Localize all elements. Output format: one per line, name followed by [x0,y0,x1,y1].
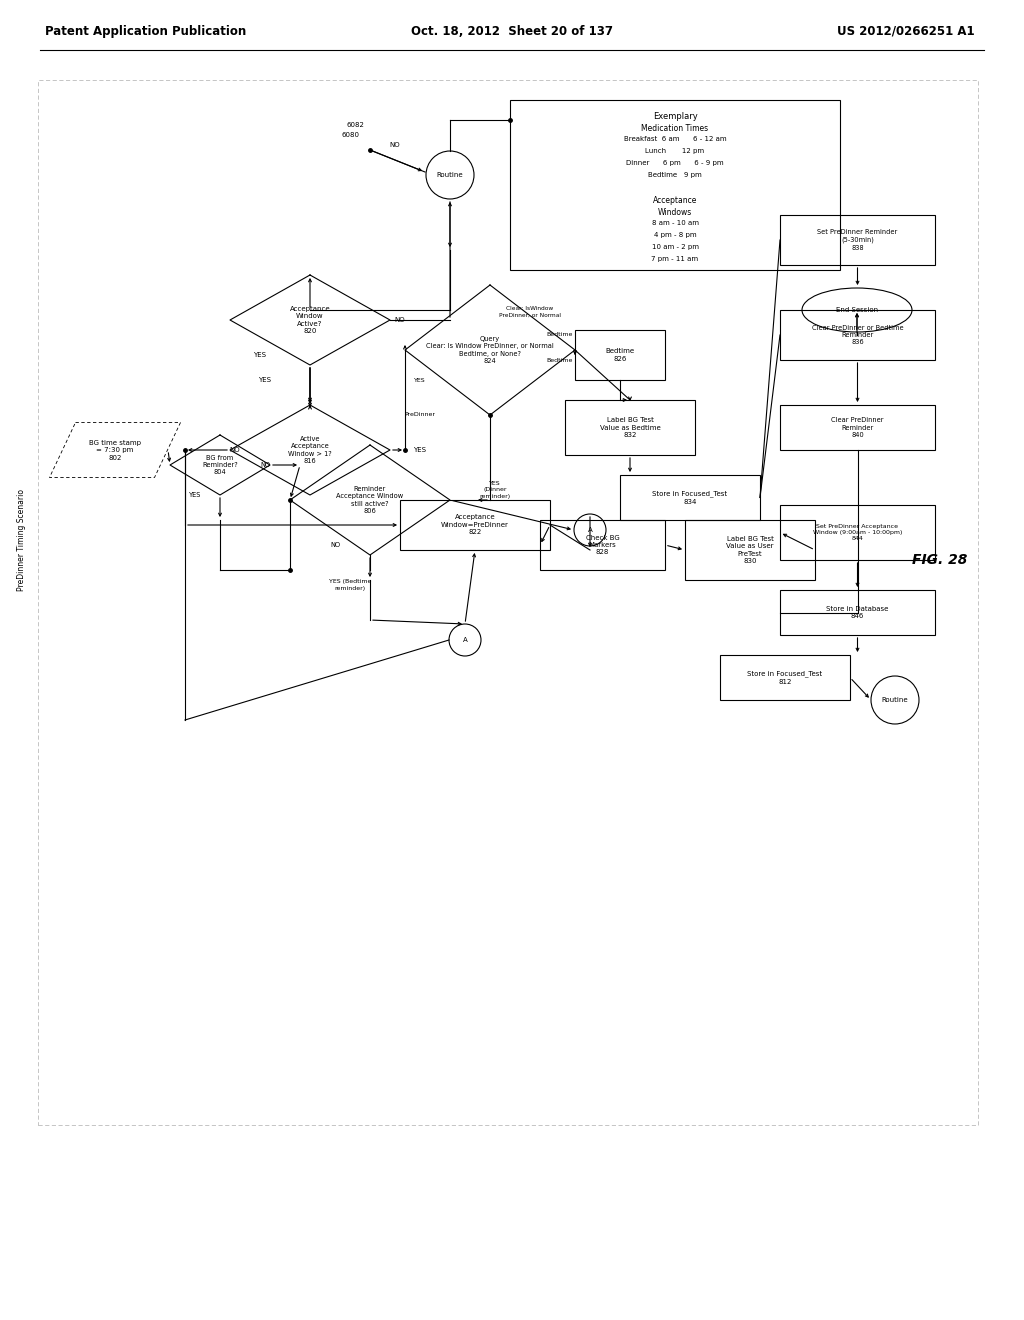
Text: PreDinner: PreDinner [404,412,435,417]
Text: 6080: 6080 [341,132,359,139]
Text: Breakfast  6 am      6 - 12 am: Breakfast 6 am 6 - 12 am [624,136,726,143]
Text: Check BG
Markers
828: Check BG Markers 828 [586,535,620,556]
Text: NO: NO [330,543,340,548]
Text: YES
(Dinner
reminder): YES (Dinner reminder) [479,482,511,499]
Text: 8 am - 10 am: 8 am - 10 am [651,220,698,226]
Bar [540,520,665,570]
Text: Bedtime: Bedtime [547,333,573,338]
Text: 6082: 6082 [346,121,364,128]
Text: 10 am - 2 pm: 10 am - 2 pm [651,244,698,249]
Text: NO: NO [260,462,270,469]
Text: YES: YES [258,378,271,383]
Text: Label BG Test
Value as Bedtime
832: Label BG Test Value as Bedtime 832 [600,417,660,438]
Text: YES: YES [414,378,426,383]
Bar [685,520,815,579]
Bar [38,81,978,1125]
Text: Active
Acceptance
Window > 1?
816: Active Acceptance Window > 1? 816 [288,436,332,465]
Text: Clear PreDinner
Reminder
840: Clear PreDinner Reminder 840 [831,417,884,438]
Text: Set PreDinner Acceptance
Window (9:00am - 10:00pm)
844: Set PreDinner Acceptance Window (9:00am … [813,524,902,541]
Text: NO: NO [394,317,406,323]
Text: Acceptance: Acceptance [653,195,697,205]
Text: Dinner      6 pm      6 - 9 pm: Dinner 6 pm 6 - 9 pm [627,160,724,166]
Text: Reminder
Acceptance Window
still active?
806: Reminder Acceptance Window still active?… [337,486,403,515]
Bar [780,215,935,265]
Text: Medication Times: Medication Times [641,124,709,133]
Text: Label BG Test
Value as User
PreTest
830: Label BG Test Value as User PreTest 830 [726,536,774,564]
Text: A: A [463,638,467,643]
Bar [720,655,850,700]
Bar [510,100,840,271]
Text: Set PreDinner Reminder
(5-30min)
838: Set PreDinner Reminder (5-30min) 838 [817,230,898,251]
Text: Lunch       12 pm: Lunch 12 pm [645,148,705,154]
Text: Patent Application Publication: Patent Application Publication [45,25,246,38]
Text: BG from
Reminder?
804: BG from Reminder? 804 [202,454,238,475]
Bar [620,475,760,520]
Text: YES: YES [188,492,201,498]
Text: Acceptance
Window
Active?
820: Acceptance Window Active? 820 [290,306,331,334]
Text: 4 pm - 8 pm: 4 pm - 8 pm [653,232,696,238]
Text: Oct. 18, 2012  Sheet 20 of 137: Oct. 18, 2012 Sheet 20 of 137 [411,25,613,38]
Text: US 2012/0266251 A1: US 2012/0266251 A1 [838,25,975,38]
Text: A: A [588,527,592,533]
Text: Bedtime
826: Bedtime 826 [605,348,635,362]
Text: Exemplary: Exemplary [652,112,697,121]
Text: YES: YES [414,447,427,453]
Bar [565,400,695,455]
Text: Acceptance
Window=PreDinner
822: Acceptance Window=PreDinner 822 [441,515,509,536]
Bar [780,310,935,360]
Text: 7 pm - 11 am: 7 pm - 11 am [651,256,698,261]
Text: PreDinner Timing Scenario: PreDinner Timing Scenario [17,488,27,591]
Text: FIG. 28: FIG. 28 [912,553,968,568]
Text: Bedtime: Bedtime [547,358,573,363]
Text: Bedtime   9 pm: Bedtime 9 pm [648,172,701,178]
Text: YES (Bedtime
reminder): YES (Bedtime reminder) [329,579,371,590]
Text: Query
Clear: Is Window PreDinner, or Normal
Bedtime, or None?
824: Query Clear: Is Window PreDinner, or Nor… [426,335,554,364]
Text: Routine: Routine [436,172,463,178]
Text: NO: NO [390,143,400,148]
Bar [780,506,935,560]
Text: Clear PreDinner or Bedtime
Reminder
836: Clear PreDinner or Bedtime Reminder 836 [812,325,903,346]
Text: YES: YES [254,352,266,358]
Text: Routine: Routine [882,697,908,704]
Text: End Session: End Session [836,308,878,313]
Text: Store in Database
846: Store in Database 846 [826,606,889,619]
Text: BG time stamp
= 7:30 pm
802: BG time stamp = 7:30 pm 802 [89,440,141,461]
Bar [780,590,935,635]
Text: Clear: IsWindow
PreDinner, or Normal: Clear: IsWindow PreDinner, or Normal [499,306,561,318]
Text: Store in Focused_Test
812: Store in Focused_Test 812 [748,671,822,685]
Text: Windows: Windows [657,209,692,216]
Bar [400,500,550,550]
Bar [780,405,935,450]
Bar [575,330,665,380]
Text: NO: NO [229,447,241,453]
Text: Store in Focused_Test
834: Store in Focused_Test 834 [652,490,728,504]
